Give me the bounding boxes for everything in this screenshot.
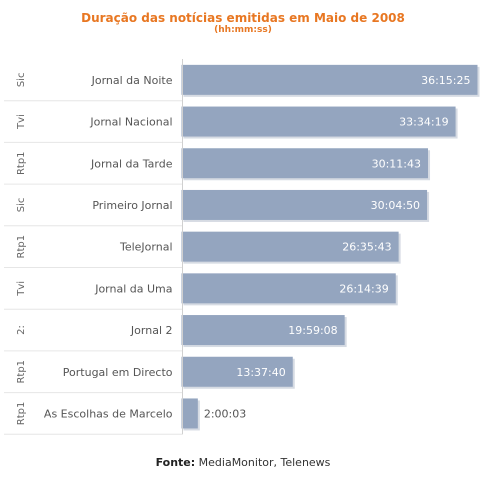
channel-label: 2:: [16, 325, 27, 335]
bar: [181, 64, 478, 95]
bar: [181, 315, 345, 346]
bar: [181, 398, 198, 429]
category-panel: [4, 59, 183, 435]
value-label: 26:14:39: [339, 282, 388, 295]
value-label: 2:00:03: [204, 407, 246, 420]
channel-label: Rtp1: [16, 360, 27, 384]
bar: [181, 189, 428, 220]
category-label: Primeiro Jornal: [92, 199, 172, 212]
category-label: TeleJornal: [119, 241, 173, 254]
value-label: 26:35:43: [342, 241, 391, 254]
bar: [181, 106, 456, 137]
chart-subtitle: (hh:mm:ss): [214, 25, 272, 35]
channel-label: Rtp1: [16, 402, 27, 426]
category-label: Portugal em Directo: [63, 366, 173, 379]
value-label: 13:37:40: [236, 366, 285, 379]
value-label: 30:11:43: [372, 157, 421, 170]
source-footer: Fonte: MediaMonitor, Telenews: [0, 456, 486, 469]
category-label: Jornal da Noite: [91, 74, 173, 87]
value-label: 30:04:50: [371, 199, 420, 212]
bar: [181, 148, 429, 179]
category-label: Jornal da Uma: [94, 282, 172, 295]
category-label: Jornal 2: [130, 324, 173, 337]
bar: [181, 231, 399, 262]
channel-label: Sic: [16, 198, 27, 213]
value-label: 36:15:25: [421, 74, 470, 87]
category-label: As Escolhas de Marcelo: [44, 407, 173, 420]
channel-label: Sic: [16, 73, 27, 88]
bar: [181, 356, 293, 387]
value-label: 33:34:19: [399, 116, 448, 129]
category-label: Jornal da Tarde: [90, 157, 173, 170]
category-label: Jornal Nacional: [89, 116, 172, 129]
chart-title: Duração das notícias emitidas em Maio de…: [81, 11, 405, 25]
channel-label: Rtp1: [16, 235, 27, 259]
source-label: Fonte:: [155, 456, 196, 469]
channel-label: Rtp1: [16, 151, 27, 175]
channel-label: Tvi: [16, 281, 27, 297]
channel-label: Tvi: [16, 114, 27, 130]
source-text: MediaMonitor, Telenews: [198, 456, 331, 469]
value-label: 19:59:08: [288, 324, 337, 337]
bar: [181, 273, 396, 304]
